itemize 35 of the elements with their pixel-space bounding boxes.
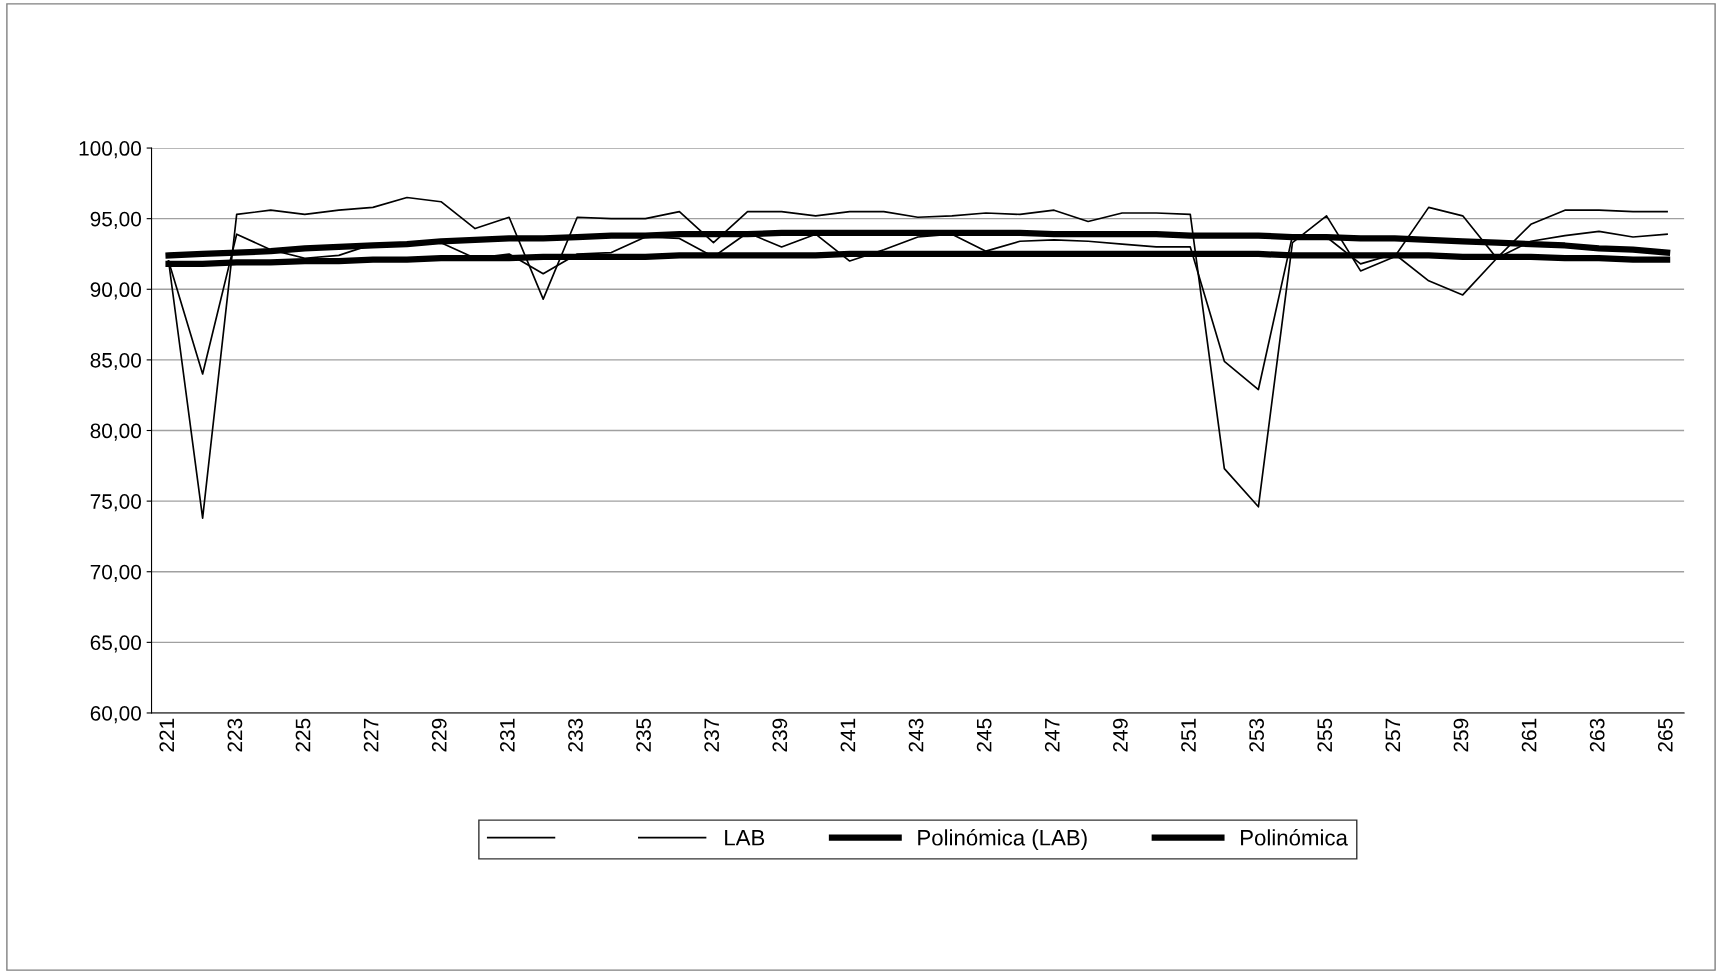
x-tick-label: 263 (1589, 718, 1605, 752)
x-tick-label: 265 (1657, 718, 1673, 752)
x-tick-label: 231 (499, 718, 515, 752)
x-tick-label: 251 (1181, 718, 1196, 752)
x-tick-label: 259 (1453, 718, 1469, 752)
x-tick-label: 257 (1385, 718, 1401, 752)
x-tick-label: 247 (1044, 718, 1060, 752)
y-tick-label: 85,00 (90, 352, 141, 371)
x-tick-label: 235 (636, 718, 651, 752)
x-tick-label: 241 (840, 718, 856, 752)
y-tick-label: 60,00 (90, 705, 141, 724)
legend-label: Polinómica (LAB) (918, 828, 1087, 850)
x-tick-label: 225 (295, 718, 311, 752)
x-tick-label: 237 (704, 718, 720, 752)
y-tick-label: 65,00 (90, 635, 141, 653)
y-tick-label: 70,00 (90, 564, 141, 582)
legend-label: Polinómica (1241, 828, 1348, 846)
y-tick-label: 80,00 (90, 423, 141, 441)
x-tick-label: 223 (227, 718, 243, 752)
x-tick-label: 239 (772, 718, 788, 752)
x-tick-label: 245 (976, 718, 992, 752)
x-tick-label: 227 (363, 718, 379, 752)
x-tick-label: 233 (568, 718, 583, 752)
x-tick-label: 255 (1317, 718, 1333, 752)
x-tick-label: 221 (159, 718, 174, 752)
y-tick-label: 75,00 (90, 494, 141, 512)
x-tick-label: 249 (1113, 718, 1128, 752)
y-tick-label: 100,00 (79, 141, 142, 159)
x-tick-label: 243 (908, 718, 924, 752)
y-tick-label: 90,00 (90, 282, 141, 300)
legend-label: LAB (725, 830, 765, 846)
x-tick-label: 229 (431, 718, 447, 752)
x-tick-label: 261 (1521, 718, 1537, 752)
x-tick-label: 253 (1249, 718, 1264, 752)
y-tick-label: 95,00 (90, 211, 141, 229)
